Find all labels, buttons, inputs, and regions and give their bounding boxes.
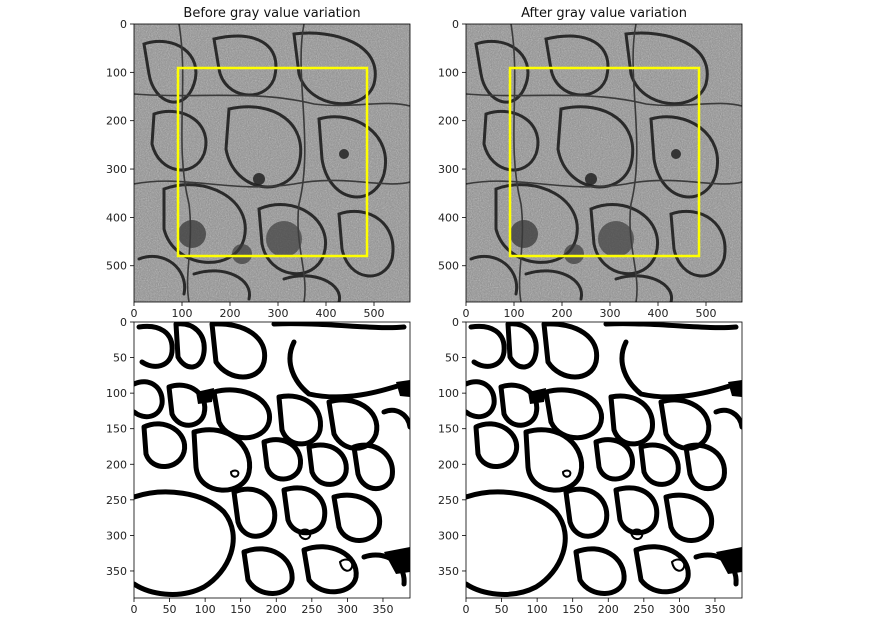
y-tick-label: 100 — [438, 387, 459, 400]
panel-seg-after: 0 50 100 150 200 250 300 350 0 50 100 150 200 250 300… — [438, 316, 743, 616]
x-tick-label: 50 — [495, 603, 509, 616]
y-tick-label: 0 — [452, 316, 459, 329]
x-tick-label: 200 — [220, 307, 241, 320]
y-tick-label: 500 — [438, 260, 459, 273]
y-axis-ticks: 0 50 100 150 200 250 300 350 — [106, 316, 134, 578]
x-tick-label: 200 — [552, 307, 573, 320]
x-tick-label: 300 — [600, 307, 621, 320]
x-tick-label: 350 — [372, 603, 393, 616]
x-tick-label: 500 — [696, 307, 717, 320]
y-axis-ticks: 0 100 200 300 400 500 — [106, 18, 134, 273]
x-axis-ticks: 0 100 200 300 400 500 — [463, 302, 717, 320]
axes-frame — [465, 321, 743, 599]
y-axis-ticks: 0 50 100 150 200 250 300 350 — [438, 316, 466, 578]
y-tick-label: 0 — [452, 18, 459, 31]
x-tick-label: 300 — [337, 603, 358, 616]
x-tick-label: 150 — [230, 603, 251, 616]
y-tick-label: 150 — [438, 423, 459, 436]
y-tick-label: 300 — [106, 529, 127, 542]
y-tick-label: 200 — [438, 458, 459, 471]
x-axis-ticks: 0 100 200 300 400 500 — [131, 302, 385, 320]
y-tick-label: 50 — [445, 352, 459, 365]
x-tick-label: 0 — [463, 307, 470, 320]
x-axis-ticks: 0 50 100 150 200 250 300 350 — [463, 598, 725, 616]
y-tick-label: 100 — [438, 66, 459, 79]
axes-frame — [133, 321, 411, 599]
panel-title: After gray value variation — [521, 6, 687, 21]
x-tick-label: 100 — [195, 603, 216, 616]
x-tick-label: 400 — [648, 307, 669, 320]
y-tick-label: 0 — [120, 18, 127, 31]
x-tick-label: 50 — [163, 603, 177, 616]
em-image — [134, 24, 410, 302]
x-tick-label: 500 — [364, 307, 385, 320]
y-tick-label: 200 — [438, 115, 459, 128]
y-tick-label: 100 — [106, 387, 127, 400]
panel-before: Before gray value variation 0 100 200 300 40… — [106, 6, 411, 320]
x-tick-label: 0 — [131, 307, 138, 320]
axes-frame — [133, 23, 411, 303]
segmentation-image — [466, 322, 742, 600]
x-tick-label: 250 — [633, 603, 654, 616]
panel-seg-before: 0 50 100 150 200 250 300 350 0 50 100 150 200 250 300… — [106, 316, 411, 616]
y-tick-label: 150 — [106, 423, 127, 436]
panel-title: Before gray value variation — [183, 6, 360, 21]
y-tick-label: 250 — [106, 494, 127, 507]
roi-box — [508, 66, 701, 258]
y-tick-label: 100 — [106, 66, 127, 79]
y-tick-label: 200 — [106, 115, 127, 128]
y-tick-label: 350 — [438, 565, 459, 578]
axes-frame — [465, 23, 743, 303]
y-tick-label: 50 — [113, 352, 127, 365]
segmentation-image — [134, 322, 410, 600]
x-tick-label: 100 — [504, 307, 525, 320]
y-axis-ticks: 0 100 200 300 400 500 — [438, 18, 466, 273]
x-tick-label: 200 — [598, 603, 619, 616]
x-tick-label: 350 — [704, 603, 725, 616]
em-image — [466, 24, 742, 302]
x-axis-ticks: 0 50 100 150 200 250 300 350 — [131, 598, 393, 616]
y-tick-label: 0 — [120, 316, 127, 329]
x-tick-label: 0 — [463, 603, 470, 616]
y-tick-label: 300 — [438, 163, 459, 176]
x-tick-label: 200 — [266, 603, 287, 616]
x-tick-label: 100 — [172, 307, 193, 320]
y-tick-label: 250 — [438, 494, 459, 507]
y-tick-label: 400 — [106, 211, 127, 224]
x-tick-label: 300 — [268, 307, 289, 320]
y-tick-label: 200 — [106, 458, 127, 471]
x-tick-label: 400 — [316, 307, 337, 320]
y-tick-label: 400 — [438, 211, 459, 224]
y-tick-label: 300 — [106, 163, 127, 176]
panel-after: After gray value variation 0 100 200 300 400… — [438, 6, 743, 320]
x-tick-label: 150 — [562, 603, 583, 616]
x-tick-label: 100 — [527, 603, 548, 616]
x-tick-label: 300 — [669, 603, 690, 616]
y-tick-label: 300 — [438, 529, 459, 542]
y-tick-label: 500 — [106, 260, 127, 273]
y-tick-label: 350 — [106, 565, 127, 578]
x-tick-label: 0 — [131, 603, 138, 616]
roi-box — [176, 66, 369, 258]
x-tick-label: 250 — [301, 603, 322, 616]
